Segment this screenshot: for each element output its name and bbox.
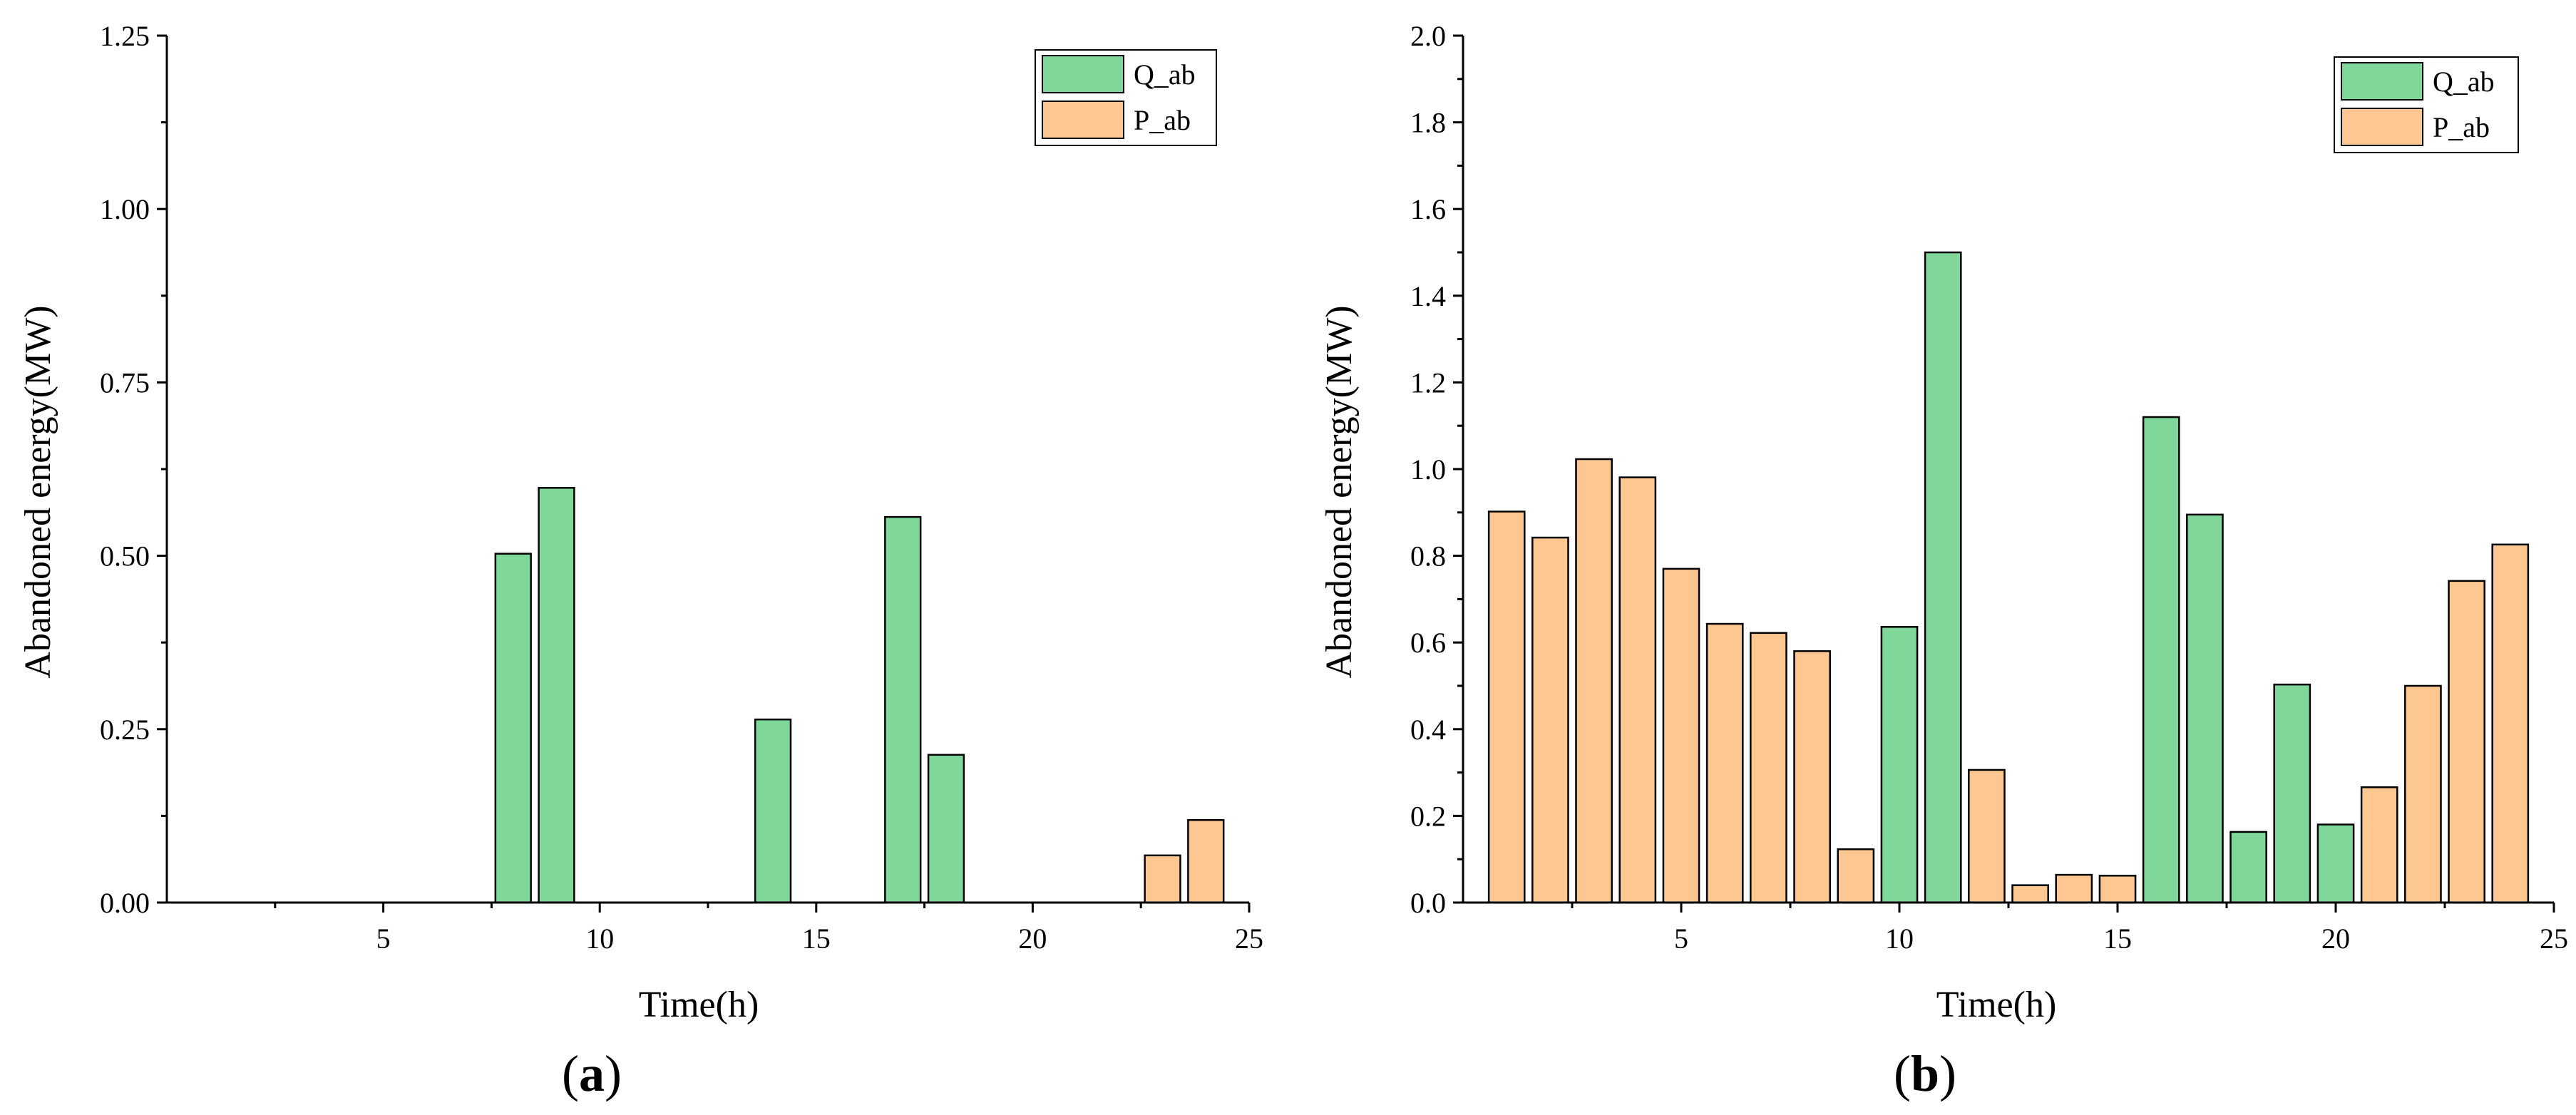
bar-p-ab-h1 (1487, 510, 1526, 904)
y-tick-label: 0.6 (1410, 627, 1446, 659)
bar-q-ab-h20 (2316, 823, 2355, 904)
y-tick-label: 2.0 (1410, 20, 1446, 52)
bar-p-ab-h9 (1837, 848, 1875, 904)
x-tick-label: 20 (1018, 923, 1047, 955)
bar-p-ab-h12 (1968, 769, 2006, 904)
bar-p-ab-h8 (1793, 650, 1831, 904)
bar-p-ab-h15 (2098, 875, 2137, 904)
bar-p-ab-h7 (1750, 632, 1787, 904)
bar-p-ab-h5 (1662, 567, 1700, 904)
y-tick-label: 1.00 (100, 193, 150, 225)
bar-q-ab-h14 (754, 718, 792, 904)
y-axis-title: Abandoned energy(MW) (1319, 305, 1360, 678)
bar-p-ab-h24 (2491, 543, 2530, 904)
bar-q-ab-h16 (2142, 416, 2180, 904)
y-tick-label: 0.25 (100, 714, 150, 746)
bar-q-ab-h8 (494, 553, 532, 904)
legend: Q_ab P_ab (2334, 56, 2519, 153)
legend-swatch-q-ab (2341, 62, 2423, 101)
y-tick-label: 0.50 (100, 540, 150, 572)
panel-label: (a) (562, 1045, 622, 1102)
legend-label-q-ab: Q_ab (2433, 66, 2495, 98)
panel-label: (b) (1894, 1045, 1956, 1102)
legend: Q_ab P_ab (1035, 49, 1217, 146)
bar-q-ab-h19 (2273, 683, 2311, 904)
x-tick-label: 5 (1674, 923, 1688, 955)
x-tick-label: 15 (2103, 923, 2132, 955)
y-tick-label: 0.8 (1410, 540, 1446, 572)
bar-p-ab-h4 (1618, 476, 1657, 904)
x-tick-label: 15 (802, 923, 831, 955)
y-tick-label: 1.4 (1410, 280, 1446, 312)
x-tick-label: 10 (585, 923, 614, 955)
y-tick-label: 1.8 (1410, 107, 1446, 139)
y-tick-label: 1.2 (1410, 366, 1446, 399)
bar-p-ab-h21 (2360, 786, 2398, 904)
bar-q-ab-h9 (538, 487, 575, 904)
y-tick-label: 0.2 (1410, 800, 1446, 832)
legend-swatch-p-ab (2341, 108, 2423, 146)
y-tick-label: 0.0 (1410, 887, 1446, 919)
x-tick-label: 10 (1885, 923, 1914, 955)
legend-label-p-ab: P_ab (1134, 104, 1191, 136)
y-tick-label: 0.00 (100, 887, 150, 919)
y-tick-label: 1.25 (100, 20, 150, 52)
bar-q-ab-h11 (1924, 251, 1962, 904)
bar-p-ab-h14 (2055, 873, 2093, 904)
x-axis-title: Time(h) (639, 985, 759, 1025)
bar-q-ab-h18 (2229, 831, 2267, 904)
legend-label-p-ab: P_ab (2433, 111, 2490, 143)
y-axis-title: Abandoned energy(MW) (18, 305, 58, 678)
chart-panel-b: 0.0 0.2 0.4 0.6 0.8 1.0 1.2 1.4 1.6 1.8 2.0 5 10 15 20… (1319, 20, 2568, 1102)
y-tick-label: 1.0 (1410, 453, 1446, 485)
legend-swatch-q-ab (1042, 55, 1124, 93)
bar-q-ab-h17 (2186, 513, 2224, 904)
bar-q-ab-h17 (884, 515, 922, 904)
legend-swatch-p-ab (1042, 101, 1124, 139)
bar-p-ab-h2 (1531, 536, 1569, 904)
bar-p-ab-h23 (2448, 580, 2485, 904)
y-tick-label: 0.4 (1410, 714, 1446, 746)
bar-p-ab-h13 (2011, 884, 2049, 904)
x-tick-label: 20 (2321, 923, 2350, 955)
bar-p-ab-h23 (1144, 854, 1181, 904)
bar-p-ab-h3 (1575, 458, 1613, 904)
x-tick-label: 5 (376, 923, 391, 955)
panel-letter: a (579, 1045, 605, 1102)
bar-p-ab-h24 (1187, 818, 1225, 904)
y-tick-label: 1.6 (1410, 193, 1446, 225)
x-axis-title: Time(h) (1936, 985, 2057, 1025)
legend-label-q-ab: Q_ab (1134, 58, 1196, 91)
bar-q-ab-h18 (927, 754, 965, 904)
bar-p-ab-h22 (2404, 684, 2442, 904)
bar-p-ab-h6 (1705, 622, 1744, 904)
y-tick-label: 0.75 (100, 366, 150, 399)
bar-q-ab-h10 (1880, 626, 1919, 904)
x-tick-label: 25 (1235, 923, 1263, 955)
x-tick-label: 25 (2540, 923, 2568, 955)
chart-panel-a: 0.00 0.25 0.50 0.75 1.00 1.25 5 10 15 20 25 Q_ab P… (18, 20, 1263, 1102)
panel-letter: b (1911, 1045, 1939, 1102)
